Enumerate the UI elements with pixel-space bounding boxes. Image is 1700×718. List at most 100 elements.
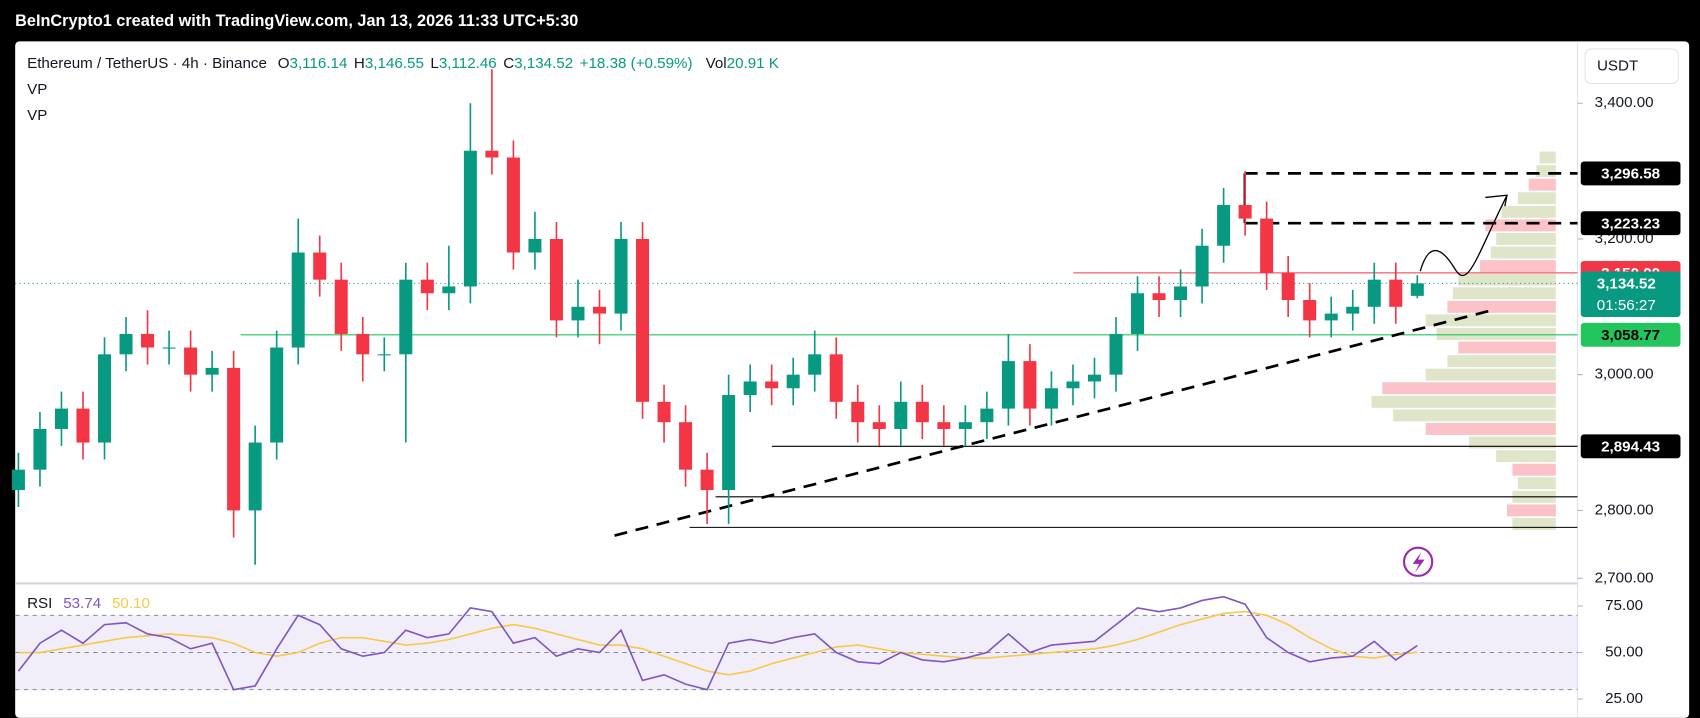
candle-body xyxy=(141,333,155,348)
l-label: L xyxy=(430,55,438,72)
volume-profile-bar xyxy=(1371,395,1556,408)
volume-profile-bar xyxy=(1496,450,1556,463)
rsi-line xyxy=(17,595,1418,691)
currency: USDT xyxy=(1597,57,1638,74)
vol-label: Vol xyxy=(706,55,727,72)
o-label: O xyxy=(278,55,290,72)
candle-body xyxy=(33,428,47,470)
high: 3,146.55 xyxy=(365,55,424,72)
event-icon-bolt xyxy=(1412,551,1425,573)
volume-profile-bar xyxy=(1436,327,1556,340)
candle-body xyxy=(549,238,563,321)
candle-body xyxy=(958,422,972,429)
volume-profile-bar xyxy=(1452,287,1556,300)
volume-profile-bar xyxy=(1382,382,1556,395)
level-label: 3,296.58 xyxy=(1601,165,1660,182)
candle-body xyxy=(399,279,413,355)
candle-body xyxy=(1303,300,1317,321)
volume-profile-bar xyxy=(1517,477,1556,490)
candle-body xyxy=(270,347,284,443)
currency-box xyxy=(1584,48,1679,85)
level-label-box xyxy=(1580,161,1681,186)
projection-arrow xyxy=(1485,194,1508,207)
candle-body xyxy=(851,401,865,423)
candle-body xyxy=(485,150,499,158)
candle-body xyxy=(1109,333,1123,375)
candle-body xyxy=(334,279,348,334)
candle-body xyxy=(248,442,262,511)
candle-body xyxy=(894,401,908,429)
candle-body xyxy=(915,401,929,423)
candle-body xyxy=(313,252,327,280)
candle-body xyxy=(291,252,305,348)
candle-body xyxy=(722,395,736,491)
rsi-tick-label: 25.00 xyxy=(1605,690,1643,707)
level-label-box xyxy=(1580,322,1681,347)
volume-profile-bar xyxy=(1425,314,1556,327)
candle-body xyxy=(571,306,585,321)
volume-profile-bar xyxy=(1512,463,1556,476)
rsi-ma-value: 50.10 xyxy=(112,595,150,612)
candle-body xyxy=(356,333,370,355)
candle-body xyxy=(808,354,822,375)
low: 3,112.46 xyxy=(439,55,497,72)
candle-body xyxy=(184,347,198,375)
candle-body xyxy=(528,238,542,253)
volume: 20.91 K xyxy=(727,55,779,72)
volume-profile-bar xyxy=(1496,232,1556,245)
symbol: Ethereum / TetherUS · 4h · Binance xyxy=(27,55,267,72)
candle-body xyxy=(1195,245,1209,287)
candle-body xyxy=(614,238,628,314)
volume-profile-bar xyxy=(1469,436,1556,449)
candle-body xyxy=(1001,361,1015,409)
projection-path xyxy=(1419,194,1508,276)
volume-profile-bar xyxy=(1447,300,1556,313)
candle-body xyxy=(162,347,176,349)
plot-layer xyxy=(11,69,1578,691)
level-label: 3,058.77 xyxy=(1601,327,1660,344)
rsi-value: 53.74 xyxy=(63,595,101,612)
candle-body xyxy=(442,286,456,294)
volume-profile-bar xyxy=(1425,423,1556,435)
candle-body xyxy=(98,354,112,443)
volume-profile-bar xyxy=(1485,219,1556,232)
volume-profile-bar xyxy=(1539,151,1556,164)
candle-body xyxy=(1152,293,1166,301)
rsi-tick-label: 75.00 xyxy=(1605,597,1643,614)
symbol-legend: Ethereum / TetherUS · 4h · Binance O3,116… xyxy=(27,55,779,72)
candle-body xyxy=(1367,279,1381,307)
level-label: 2,894.43 xyxy=(1601,438,1660,455)
candle-body xyxy=(76,408,90,443)
volume-profile-bar xyxy=(1393,409,1556,422)
candle-body xyxy=(1260,218,1274,273)
candle-body xyxy=(700,469,714,491)
rsi-ma-line xyxy=(18,610,1418,676)
attribution: BeInCrypto1 created with TradingView.com… xyxy=(15,12,578,30)
volume-profile-bar xyxy=(1507,504,1556,517)
candle-body xyxy=(227,367,241,511)
candle-body xyxy=(506,157,520,253)
candle-body xyxy=(205,367,219,375)
candle-body xyxy=(1023,361,1037,409)
chart-panel xyxy=(15,41,1690,718)
candle-body xyxy=(1217,205,1231,246)
volume-profile-bar xyxy=(1447,355,1556,368)
y-tick-label: 3,000.00 xyxy=(1595,366,1654,383)
current-price-box xyxy=(1580,271,1681,317)
current-price-label: 3,134.52 xyxy=(1597,275,1656,292)
candle-body xyxy=(786,374,800,389)
candle-body xyxy=(54,408,68,429)
candle-body xyxy=(463,150,477,287)
rsi-legend: RSI 53.74 50.10 xyxy=(27,595,150,612)
candle-body xyxy=(872,422,886,429)
volume-profile-bar xyxy=(1528,178,1556,191)
candle-body xyxy=(636,238,650,402)
rsi-tick-label: 50.00 xyxy=(1605,644,1643,661)
volume-profile-bar xyxy=(1490,246,1556,259)
candle-body xyxy=(1131,293,1145,334)
y-tick-label: 2,700.00 xyxy=(1595,569,1654,586)
candle-body xyxy=(1174,286,1188,301)
y-tick-label: 2,800.00 xyxy=(1595,501,1654,518)
